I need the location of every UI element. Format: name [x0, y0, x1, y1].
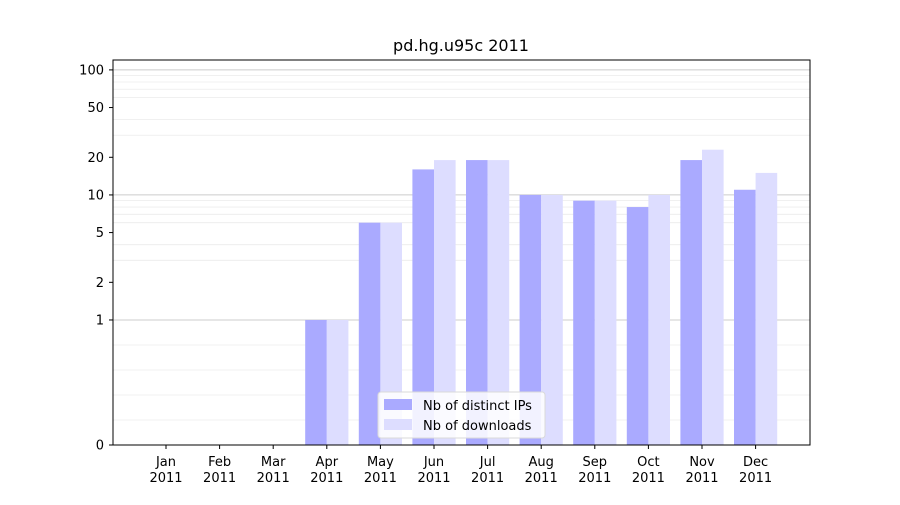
- bars: [305, 149, 778, 446]
- y-tick-label: 100: [79, 63, 104, 78]
- chart-title: pd.hg.u95c 2011: [393, 36, 529, 55]
- bar: [626, 207, 649, 445]
- y-tick-label: 50: [87, 101, 104, 116]
- bar: [680, 160, 702, 445]
- bar: [594, 200, 617, 445]
- x-tick-label: Dec 2011: [739, 455, 772, 486]
- x-tick-label: Jul 2011: [471, 455, 504, 486]
- legend-swatch: [384, 419, 412, 430]
- bar: [434, 160, 456, 445]
- x-tick-label: Apr 2011: [310, 455, 343, 486]
- bar: [466, 160, 488, 445]
- bar: [702, 149, 724, 446]
- bar: [573, 200, 595, 445]
- bar: [648, 194, 670, 445]
- y-tick-label: 0: [96, 439, 104, 454]
- bar: [305, 319, 327, 445]
- bar: [358, 222, 381, 445]
- bar: [412, 169, 434, 445]
- x-tick-label: Sep 2011: [578, 455, 611, 486]
- x-tick-label: Aug 2011: [525, 455, 558, 486]
- y-tick-label: 1: [96, 313, 104, 328]
- plot-frame: [112, 59, 811, 446]
- x-tick-label: May 2011: [364, 455, 397, 486]
- x-tick-label: Mar 2011: [257, 455, 290, 486]
- x-tick-label: Oct 2011: [632, 455, 665, 486]
- y-tick-label: 2: [96, 276, 104, 291]
- x-tick-label: Nov 2011: [685, 455, 718, 486]
- y-tick-label: 5: [96, 226, 104, 241]
- grid-lines: [113, 69, 810, 421]
- y-axis: 0 1 2 5 10 20 50 100: [79, 63, 113, 454]
- y-tick-label: 20: [87, 151, 104, 166]
- bar: [487, 160, 510, 445]
- legend-label: Nb of downloads: [423, 419, 532, 434]
- bar: [755, 172, 778, 445]
- bar: [519, 194, 542, 445]
- bar: [734, 189, 756, 445]
- bar: [380, 222, 402, 445]
- x-tick-label: Jan 2011: [149, 455, 182, 486]
- legend-swatch: [384, 399, 412, 410]
- x-tick-label: Jun 2011: [417, 455, 450, 486]
- legend-label: Nb of distinct IPs: [423, 399, 532, 414]
- legend-box: [377, 391, 546, 439]
- x-tick-label: Feb 2011: [203, 455, 236, 486]
- x-axis: Jan 2011 Feb 2011 Mar 2011 Apr 2011 May 2011 Jun 20…: [149, 445, 772, 486]
- bar: [541, 194, 563, 445]
- legend: Nb of distinct IPs Nb of downloads: [377, 391, 546, 439]
- y-tick-label: 10: [87, 188, 104, 203]
- bar: [326, 319, 349, 445]
